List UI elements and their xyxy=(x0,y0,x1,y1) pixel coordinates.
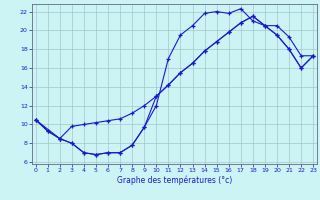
X-axis label: Graphe des températures (°c): Graphe des températures (°c) xyxy=(117,176,232,185)
